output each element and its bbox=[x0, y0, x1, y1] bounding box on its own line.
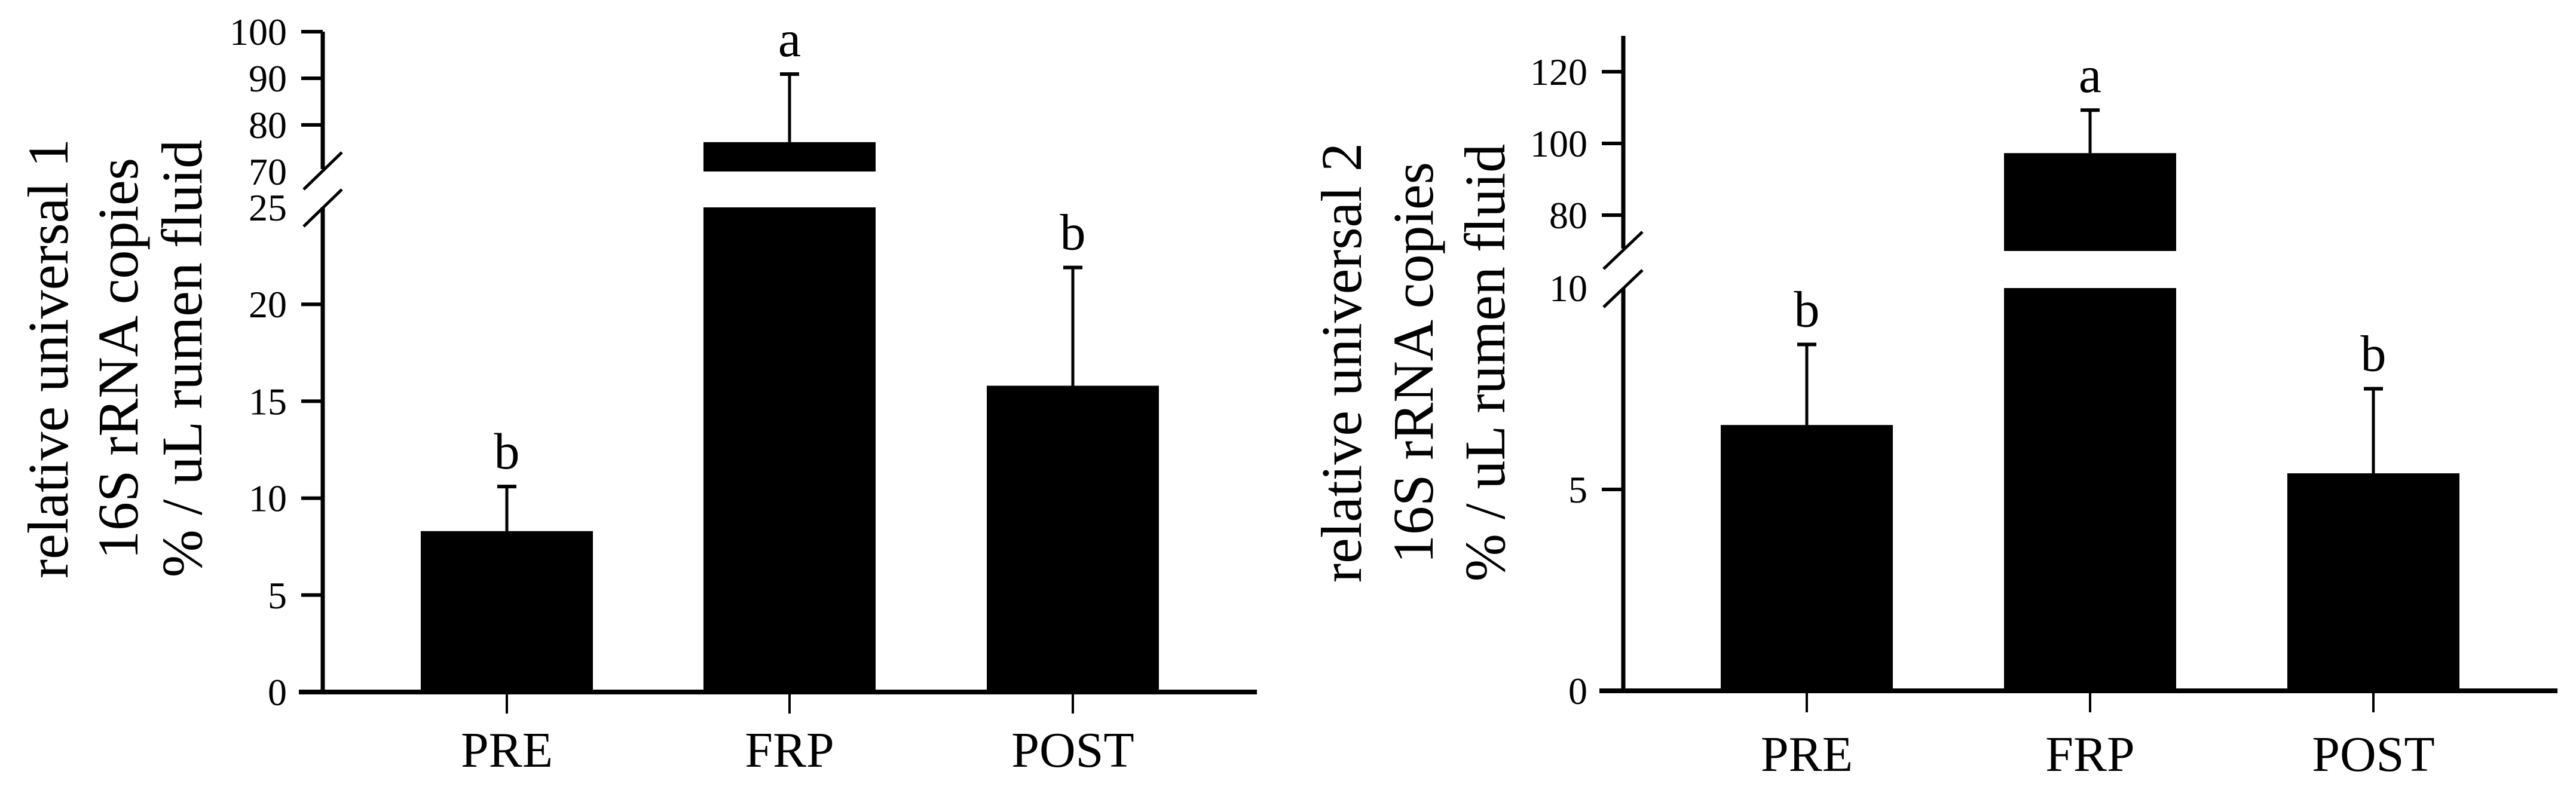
axis-break-mark bbox=[302, 151, 343, 191]
x-category-label: FRP bbox=[745, 722, 834, 778]
x-category-label: PRE bbox=[461, 722, 553, 778]
y-axis-label-line: relative universal 1 bbox=[16, 139, 80, 578]
axis-break-mark bbox=[1602, 231, 1644, 270]
y-tick-label: 0 bbox=[1568, 670, 1587, 712]
y-tick-label: 80 bbox=[1549, 194, 1587, 237]
y-axis-label-line: % / uL rumen fluid bbox=[150, 140, 214, 577]
bar-pre bbox=[421, 531, 593, 692]
y-tick-label: 120 bbox=[1530, 51, 1587, 93]
axis-break-mark bbox=[302, 188, 343, 228]
y-tick-label: 10 bbox=[1549, 267, 1587, 310]
significance-letter: b bbox=[2361, 325, 2387, 382]
x-category-label: FRP bbox=[2045, 727, 2134, 782]
significance-letter: a bbox=[2079, 46, 2101, 103]
x-category-label: PRE bbox=[1761, 727, 1853, 782]
significance-letter: a bbox=[778, 10, 801, 68]
bar-frp-upper bbox=[2004, 153, 2176, 251]
bar-post bbox=[987, 385, 1159, 692]
bar-frp-lower bbox=[2004, 288, 2176, 691]
x-category-label: POST bbox=[1011, 722, 1134, 778]
y-tick-label: 5 bbox=[1568, 469, 1587, 511]
bar-frp-lower bbox=[703, 207, 876, 692]
bar-post bbox=[2287, 473, 2459, 691]
y-tick-label: 25 bbox=[249, 186, 287, 229]
y-axis-label-line: % / uL rumen fluid bbox=[1453, 144, 1517, 581]
y-tick-label: 100 bbox=[230, 11, 287, 53]
y-tick-label: 100 bbox=[1530, 123, 1587, 165]
bar-pre bbox=[1721, 425, 1893, 691]
significance-letter: b bbox=[494, 423, 520, 480]
y-tick-label: 15 bbox=[249, 380, 287, 423]
y-axis-label-line: relative universal 2 bbox=[1310, 143, 1373, 583]
y-tick-label: 80 bbox=[249, 104, 287, 146]
bar-frp-upper bbox=[703, 142, 876, 172]
significance-letter: b bbox=[1794, 280, 1820, 338]
chart-panel-universal-2: 0 5 10 80 100 120 b PRE a FRP b POST relative univer… bbox=[1310, 36, 2557, 782]
y-tick-label: 10 bbox=[249, 477, 287, 520]
y-tick-label: 5 bbox=[268, 574, 287, 617]
y-axis-label-line: 16S rRNA copies bbox=[86, 158, 150, 559]
y-tick-label: 90 bbox=[249, 57, 287, 100]
y-tick-label: 0 bbox=[268, 671, 287, 714]
x-category-label: POST bbox=[2312, 727, 2434, 782]
y-axis-label-line: 16S rRNA copies bbox=[1381, 162, 1445, 564]
y-tick-label: 20 bbox=[249, 283, 287, 326]
axis-break-mark bbox=[1602, 269, 1644, 308]
y-tick-label: 70 bbox=[249, 151, 287, 193]
significance-letter: b bbox=[1060, 204, 1086, 261]
